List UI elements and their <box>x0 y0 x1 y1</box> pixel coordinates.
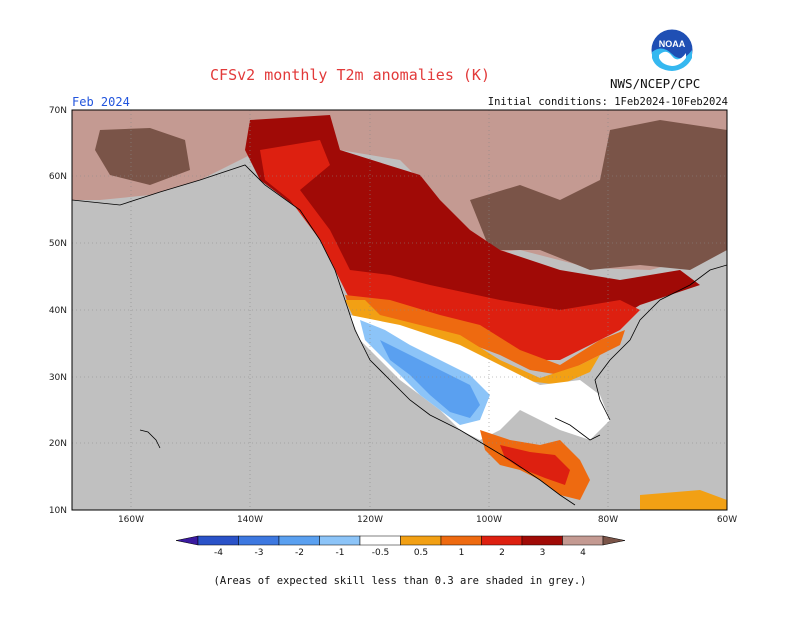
colorbar-label: -0.5 <box>372 548 390 558</box>
longitude-label: 140W <box>237 515 263 525</box>
colorbar-label: 4 <box>580 548 586 558</box>
longitude-label: 60W <box>717 515 737 525</box>
latitude-label: 30N <box>49 373 67 383</box>
colorbar-segment <box>238 535 280 546</box>
latitude-label: 50N <box>49 239 67 249</box>
colorbar-label: -4 <box>214 548 223 558</box>
noaa-logo-icon: NOAA <box>650 28 694 72</box>
colorbar-segment <box>521 535 563 546</box>
longitude-label: 80W <box>598 515 618 525</box>
latitude-label: 40N <box>49 306 67 316</box>
colorbar-segment <box>481 535 523 546</box>
colorbar-min-arrow <box>175 535 199 546</box>
latitude-labels: 70N 60N 50N 40N 30N 20N 10N <box>49 106 67 516</box>
longitude-label: 120W <box>357 515 383 525</box>
colorbar-label: -2 <box>295 548 304 558</box>
month-label: Feb 2024 <box>72 95 130 109</box>
colorbar-label: 2 <box>499 548 505 558</box>
colorbar-max-arrow <box>602 535 626 546</box>
colorbar-label: 0.5 <box>414 548 428 558</box>
region-central-america-red <box>500 445 570 485</box>
latitude-label: 10N <box>49 506 67 516</box>
region-southwest-white <box>350 315 610 440</box>
chart-title: CFSv2 monthly T2m anomalies (K) <box>210 66 490 84</box>
region-gold <box>345 300 600 385</box>
colorbar-segment <box>440 535 482 546</box>
region-orange <box>345 295 625 375</box>
colorbar-segment <box>359 535 401 546</box>
colorbar-segment <box>562 535 604 546</box>
longitude-label: 160W <box>118 515 144 525</box>
agency-label: NWS/NCEP/CPC <box>610 76 701 91</box>
latitude-label: 60N <box>49 172 67 182</box>
colorbar-segment <box>319 535 361 546</box>
map-frame <box>71 109 728 511</box>
colorbar-label: 1 <box>459 548 465 558</box>
colorbar-segment <box>400 535 442 546</box>
colorbar-label: -1 <box>336 548 345 558</box>
region-caribbean-gold <box>640 490 727 510</box>
region-hudson-brown <box>470 120 727 270</box>
noaa-logo-text: NOAA <box>659 39 686 49</box>
region-mexico-blue <box>380 340 480 418</box>
colorbar-segment <box>197 535 239 546</box>
footnote: (Areas of expected skill less than 0.3 a… <box>213 575 587 587</box>
latitude-label: 70N <box>49 106 67 116</box>
region-alaska-brown <box>95 128 190 185</box>
longitude-labels: 160W 140W 120W 100W 80W 60W <box>118 515 737 525</box>
colorbar-label: -3 <box>255 548 264 558</box>
region-red <box>260 140 640 360</box>
colorbar-label: 3 <box>540 548 546 558</box>
latitude-label: 20N <box>49 439 67 449</box>
initial-conditions-label: Initial conditions: 1Feb2024-10Feb2024 <box>487 96 728 108</box>
colorbar-segment <box>278 535 320 546</box>
colorbar: -4 -3 -2 -1 -0.5 0.5 1 2 3 4 <box>175 535 626 558</box>
longitude-label: 100W <box>476 515 502 525</box>
